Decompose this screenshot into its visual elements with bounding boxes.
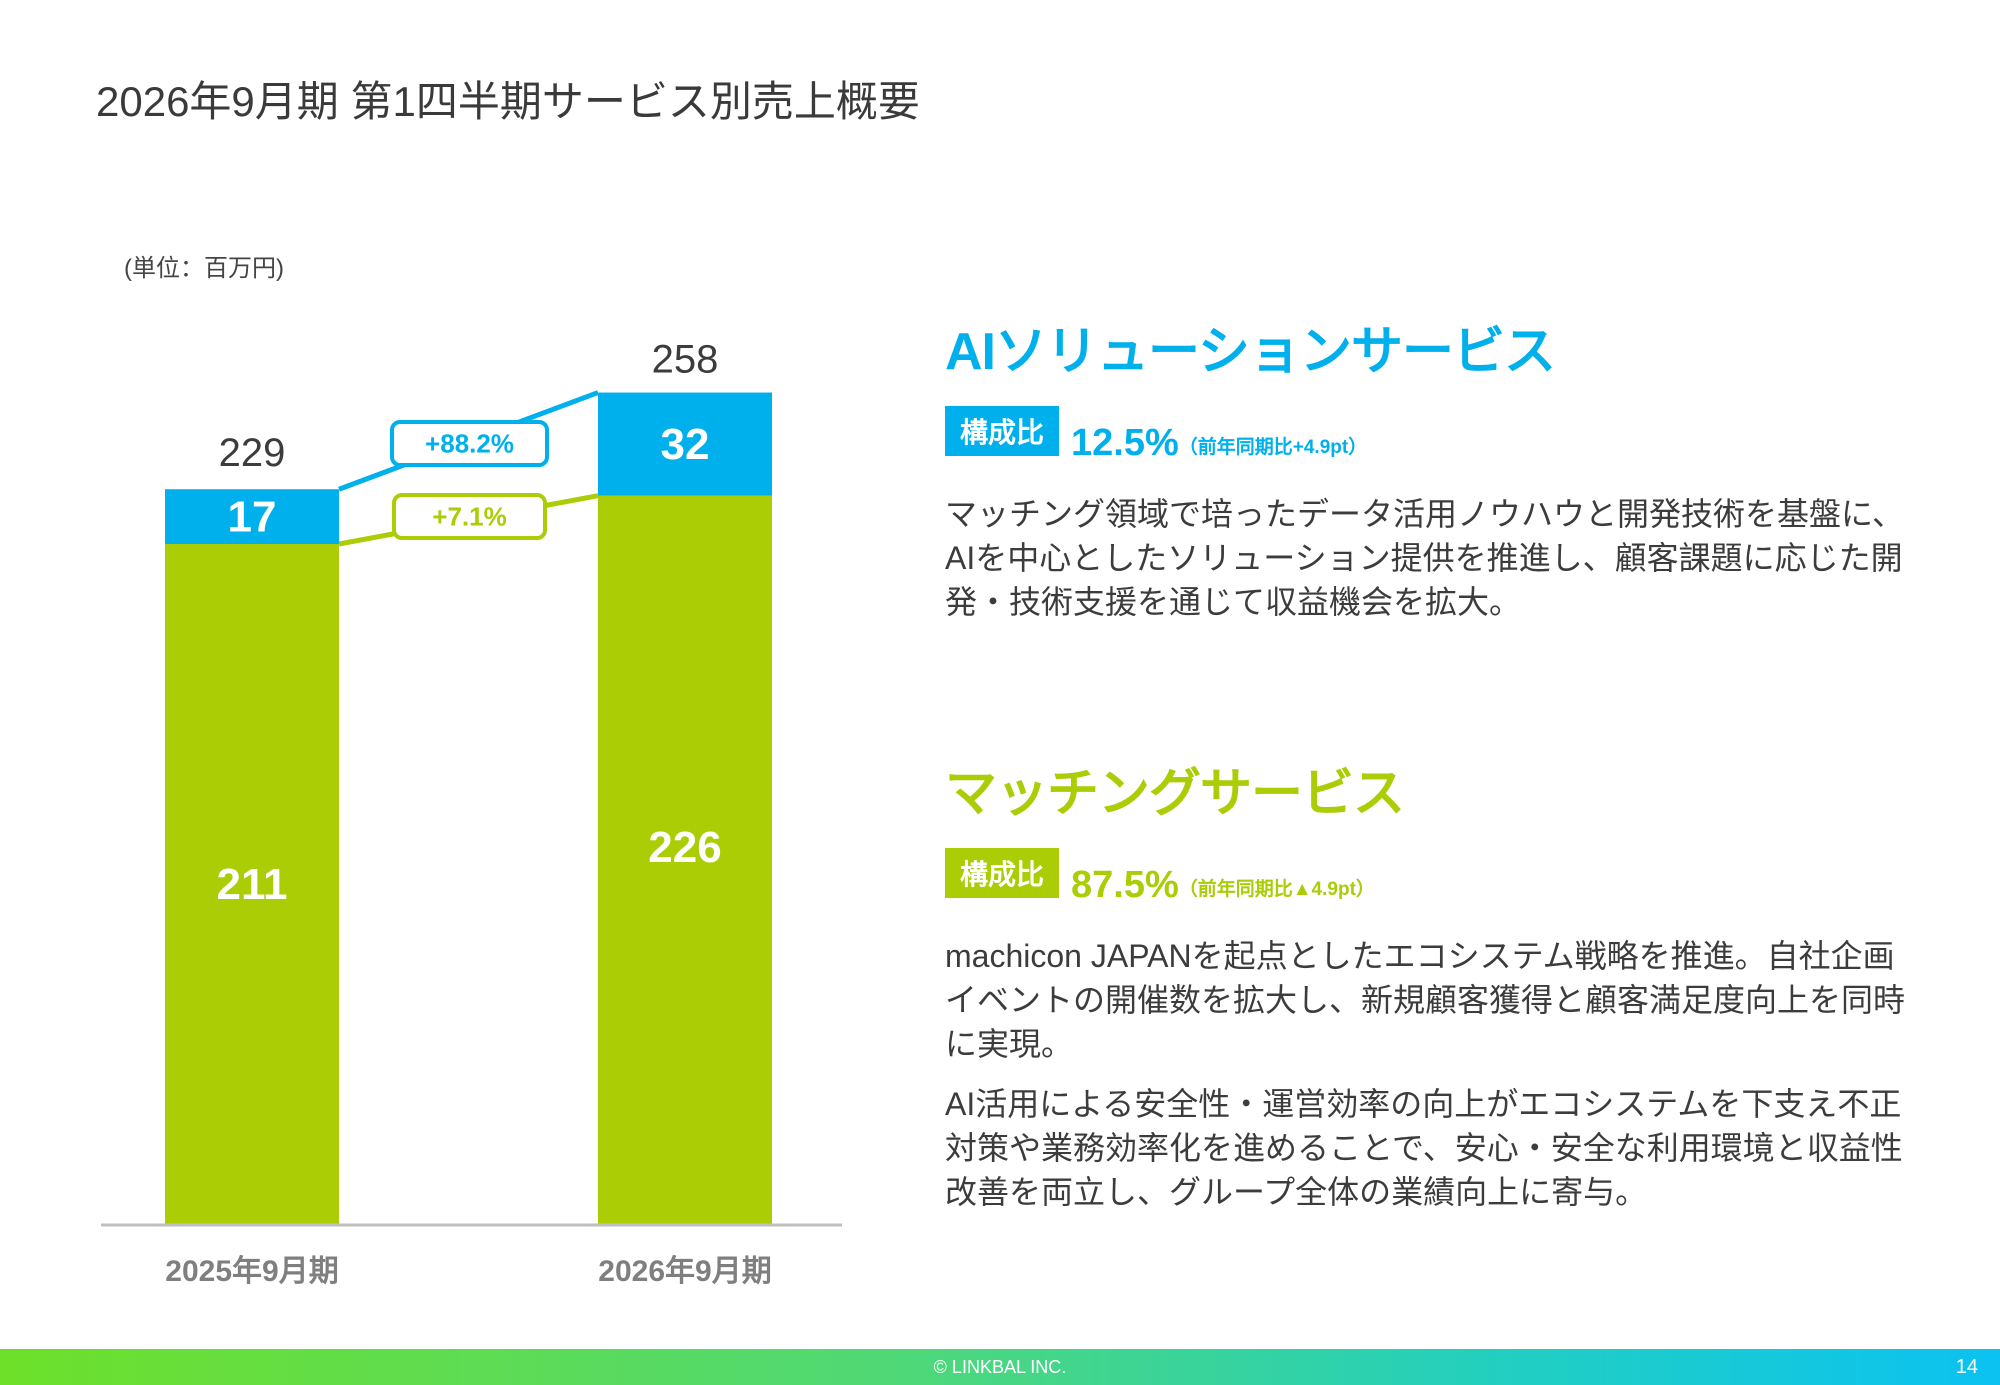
ratio-value: 87.5%	[1071, 864, 1179, 906]
ratio-value: 12.5%	[1071, 422, 1179, 464]
labels: 211 17 229 2025年9月期 226 32 258 2026年9月期	[165, 338, 771, 1288]
bars	[165, 392, 772, 1225]
unit-label: (単位：百万円)	[124, 255, 284, 282]
ratio-badge: 構成比	[945, 848, 1059, 898]
growth-rate-label-matching: +7.1%	[432, 502, 506, 532]
composition-ratio: 構成比 87.5% （前年同期比▲4.9pt）	[945, 848, 1945, 904]
bar-segment-ai	[165, 489, 339, 545]
footer-bar: © LINKBAL INC. 14	[0, 1349, 2000, 1385]
service-section-matching: マッチングサービス 構成比 87.5% （前年同期比▲4.9pt） machic…	[945, 764, 1945, 1214]
copyright: © LINKBAL INC.	[933, 1357, 1067, 1377]
segment-value-label: 17	[228, 493, 277, 542]
bar-segment-matching	[165, 544, 339, 1224]
segment-value-label: 32	[661, 420, 710, 469]
service-description: マッチング領域で培ったデータ活用ノウハウと開発技術を基盤に、AIを中心としたソリ…	[945, 492, 1905, 624]
segment-value-label: 226	[648, 823, 721, 872]
composition-ratio: 構成比 12.5% （前年同期比+4.9pt）	[945, 406, 1945, 462]
total-value-label: 229	[219, 431, 286, 475]
description-paragraph: マッチング領域で培ったデータ活用ノウハウと開発技術を基盤に、AIを中心としたソリ…	[945, 496, 1905, 620]
growth-callouts: +88.2% +7.1%	[390, 420, 549, 540]
growth-rate-label-ai: +88.2%	[425, 429, 514, 459]
page-title: 2026年9月期 第1四半期サービス別売上概要	[96, 78, 920, 125]
service-title: マッチングサービス	[945, 765, 1405, 823]
growth-callout-box-ai	[390, 420, 549, 467]
service-description: machicon JAPANを起点としたエコシステム戦略を推進。自社企画イベント…	[945, 934, 1905, 1214]
total-value-label: 258	[652, 338, 719, 382]
bar-segment-matching	[598, 495, 772, 1225]
service-section-ai: AIソリューションサービス 構成比 12.5% （前年同期比+4.9pt） マッ…	[945, 322, 1945, 624]
description-paragraph: machicon JAPANを起点としたエコシステム戦略を推進。自社企画イベント…	[945, 938, 1906, 1062]
segment-value-label: 211	[217, 860, 288, 909]
bar-segment-ai	[598, 392, 772, 496]
category-label: 2025年9月期	[165, 1255, 338, 1288]
service-title: AIソリューションサービス	[945, 323, 1556, 381]
description-paragraph: AI活用による安全性・運営効率の向上がエコシステムを下支え不正対策や業務効率化を…	[945, 1086, 1903, 1210]
category-label: 2026年9月期	[598, 1255, 771, 1288]
ratio-badge: 構成比	[945, 406, 1059, 456]
growth-callout-box-matching	[392, 493, 547, 540]
ratio-yoy-note: （前年同期比+4.9pt）	[1178, 437, 1368, 458]
ratio-yoy-note: （前年同期比▲4.9pt）	[1178, 879, 1375, 900]
page-number: 14	[1955, 1356, 1978, 1378]
